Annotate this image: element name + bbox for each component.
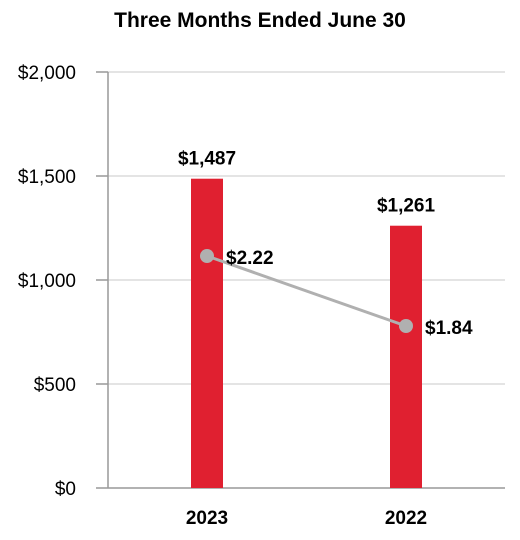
eps-line-path [206, 254, 407, 328]
y-tick-label: $1,500 [18, 167, 76, 188]
y-tick-label: $2,000 [18, 63, 76, 84]
bar [390, 225, 422, 488]
eps-line [200, 249, 413, 333]
eps-point [200, 249, 214, 263]
chart-title: Three Months Ended June 30 [114, 9, 406, 32]
eps-point [399, 319, 413, 333]
gridlines [108, 71, 505, 385]
y-tick-label: $1,000 [18, 271, 76, 292]
bar [191, 178, 223, 489]
eps-value-label: $1.84 [425, 318, 473, 339]
bar-value-label: $1,487 [178, 149, 236, 170]
bar-value-label: $1,261 [377, 196, 436, 217]
y-tick-label: $500 [34, 375, 76, 396]
x-tick-label: 2022 [385, 508, 427, 529]
eps-value-label: $2.22 [226, 248, 274, 269]
data-labels: $1,487 $1,261 $2.22 $1.84 [178, 149, 473, 339]
y-tick-label: $0 [55, 479, 76, 500]
axes: $0 $500 $1,000 $1,500 $2,000 2023 2022 [18, 63, 505, 529]
x-tick-label: 2023 [186, 508, 228, 529]
bars [191, 178, 422, 489]
